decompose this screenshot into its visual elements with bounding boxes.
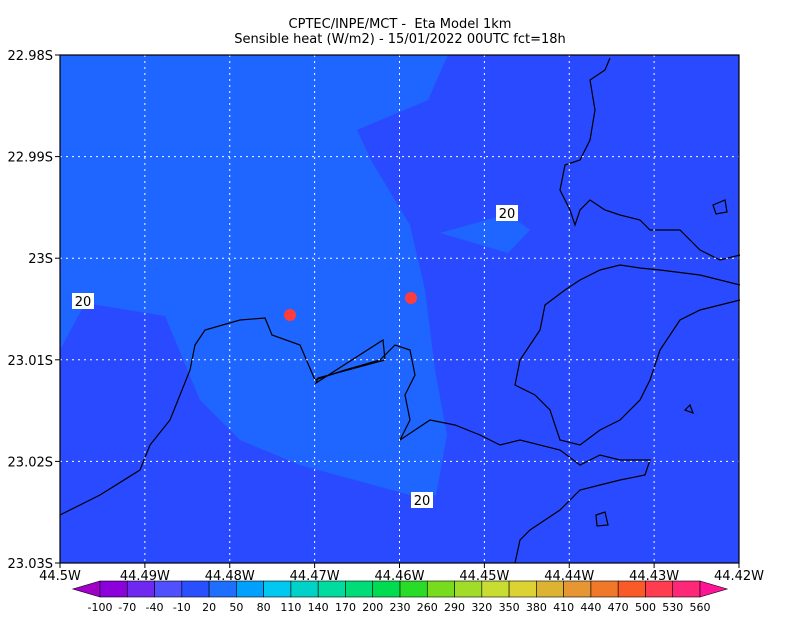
colorbar: -100 -70 -40 -10 20 50 80 110 140 170 200 230 260 290… xyxy=(71,580,729,614)
y-tick-label: 22.99S xyxy=(8,151,53,166)
colorbar-segment xyxy=(372,580,401,598)
colorbar-segment xyxy=(454,580,483,598)
colorbar-label: 80 xyxy=(257,601,271,614)
x-tick-label: 44.47W xyxy=(290,569,340,584)
contour-label: 20 xyxy=(75,295,92,310)
x-tick-label: 44.42W xyxy=(714,569,764,584)
colorbar-triangle xyxy=(699,580,729,598)
x-tick-label: 44.44W xyxy=(544,569,594,584)
colorbar-label: 320 xyxy=(471,601,492,614)
coastline xyxy=(59,57,741,564)
station-marker xyxy=(284,309,296,321)
field-light xyxy=(60,55,448,495)
colorbar-segment xyxy=(399,580,428,598)
y-tick-label: 23.02S xyxy=(8,455,53,470)
title-line: CPTEC/INPE/MCT - Eta Model 1km xyxy=(289,17,512,32)
colorbar-label: 110 xyxy=(280,601,301,614)
colorbar-segment xyxy=(508,580,537,598)
colorbar-segment xyxy=(263,580,292,598)
colorbar-segment xyxy=(645,580,674,598)
grid xyxy=(60,55,739,563)
colorbar-label: -100 xyxy=(88,601,113,614)
colorbar-label: 230 xyxy=(390,601,411,614)
colorbar-label: 350 xyxy=(499,601,520,614)
colorbar-segment xyxy=(563,580,592,598)
colorbar-label: 140 xyxy=(308,601,329,614)
station-marker xyxy=(405,292,417,304)
colorbar-label: -40 xyxy=(146,601,164,614)
colorbar-label: 380 xyxy=(526,601,547,614)
colorbar-segment xyxy=(426,580,455,598)
colorbar-label: 530 xyxy=(662,601,683,614)
x-tick-label: 44.46W xyxy=(374,569,424,584)
colorbar-label: -10 xyxy=(173,601,191,614)
contour-label-box xyxy=(72,293,94,309)
colorbar-segment xyxy=(590,580,619,598)
y-tick-label: 22.98S xyxy=(8,49,53,64)
x-tick-label: 44.5W xyxy=(39,569,81,584)
x-tick-label: 44.48W xyxy=(205,569,255,584)
x-tick-label: 44.49W xyxy=(120,569,170,584)
colorbar-label: 200 xyxy=(362,601,383,614)
x-tick-label: 44.45W xyxy=(459,569,509,584)
colorbar-segment xyxy=(181,580,210,598)
colorbar-segment xyxy=(345,580,374,598)
contour-label: 20 xyxy=(414,494,431,509)
colorbar-label: 50 xyxy=(229,601,243,614)
map-area: 20 20 20 xyxy=(59,54,741,564)
colorbar-label: 500 xyxy=(635,601,656,614)
colorbar-segment xyxy=(154,580,183,598)
x-tick-label: 44.43W xyxy=(629,569,679,584)
colorbar-segment xyxy=(617,580,646,598)
colorbar-segment xyxy=(317,580,346,598)
colorbar-segment xyxy=(208,580,237,598)
contour-label-box xyxy=(411,492,433,508)
y-tick-label: 23S xyxy=(28,252,53,267)
colorbar-segment xyxy=(481,580,510,598)
colorbar-label: 290 xyxy=(444,601,465,614)
colorbar-label: 260 xyxy=(417,601,438,614)
colorbar-label: 170 xyxy=(335,601,356,614)
colorbar-segment xyxy=(536,580,564,598)
colorbar-label: 470 xyxy=(608,601,629,614)
axes: 44.5W 44.49W 44.48W 44.47W 44.46W 44.45W 44.44… xyxy=(8,49,765,584)
colorbar-label: 410 xyxy=(553,601,574,614)
colorbar-label: 560 xyxy=(690,601,711,614)
contour-label: 20 xyxy=(499,207,516,222)
colorbar-segment xyxy=(126,580,155,598)
field-light xyxy=(440,214,530,253)
colorbar-label: 440 xyxy=(580,601,601,614)
colorbar-segment xyxy=(672,580,701,598)
colorbar-label: -70 xyxy=(118,601,136,614)
colorbar-segment xyxy=(236,580,264,598)
y-tick-label: 23.01S xyxy=(8,354,53,369)
y-tick-label: 23.03S xyxy=(8,557,53,572)
colorbar-segment xyxy=(99,580,128,598)
colorbar-label: 20 xyxy=(202,601,216,614)
contour-label-box xyxy=(496,205,518,221)
colorbar-segment xyxy=(290,580,319,598)
title-line: Sensible heat (W/m2) - 15/01/2022 00UTC … xyxy=(234,32,566,47)
